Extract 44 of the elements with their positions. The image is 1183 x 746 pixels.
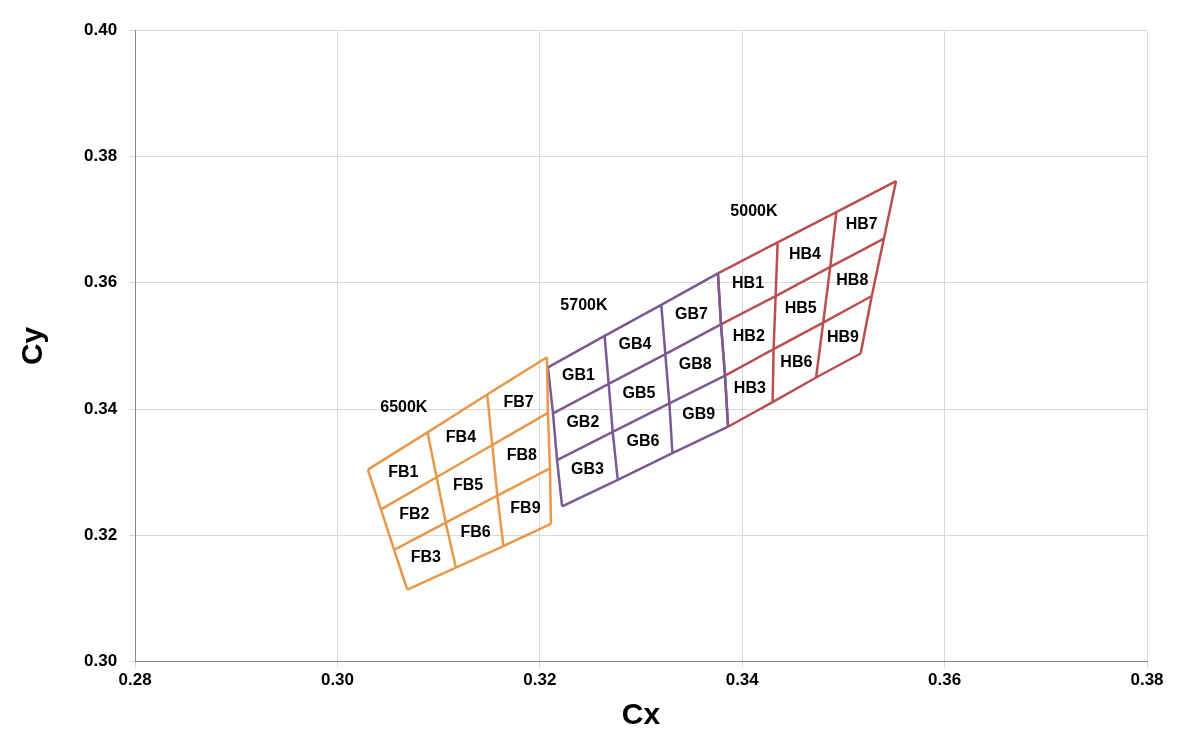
annotation: FB3 xyxy=(410,547,441,565)
annotation: GB7 xyxy=(674,304,708,322)
x-tick-label: 0.38 xyxy=(1130,670,1164,690)
annotation: GB9 xyxy=(682,405,716,423)
annotation: HB4 xyxy=(788,244,822,262)
y-tick-label: 0.36 xyxy=(83,272,118,292)
annotation: HB9 xyxy=(826,327,860,345)
annotation: FB5 xyxy=(452,475,484,493)
annotation: HB2 xyxy=(732,326,765,344)
y-tick-label: 0.40 xyxy=(83,19,118,39)
annotation: HB6 xyxy=(780,353,813,371)
x-tick-label: 0.32 xyxy=(523,670,557,690)
y-tick-label: 0.30 xyxy=(83,651,118,671)
annotation: GB2 xyxy=(566,412,600,430)
x-axis-title: Cx xyxy=(621,697,661,731)
x-tick-label: 0.30 xyxy=(320,670,355,690)
annotation: FB4 xyxy=(445,427,477,445)
annotation: HB5 xyxy=(784,299,817,317)
annotation: HB8 xyxy=(836,271,869,289)
annotation: HB7 xyxy=(845,215,878,233)
y-axis-title: Cy xyxy=(15,326,49,366)
annotation: FB7 xyxy=(503,392,534,410)
annotation: GB3 xyxy=(570,459,604,477)
y-tick-label: 0.32 xyxy=(83,525,118,545)
annotation: FB2 xyxy=(399,505,430,523)
x-tick-label: 0.36 xyxy=(928,670,962,690)
annotation: FB8 xyxy=(506,445,538,463)
y-tick-label: 0.38 xyxy=(83,146,118,166)
x-tick-label: 0.34 xyxy=(725,670,760,690)
annotation: GB5 xyxy=(622,383,656,401)
annotation: HB1 xyxy=(732,274,765,292)
annotation: GB1 xyxy=(562,365,596,383)
annotation: GB6 xyxy=(626,432,660,450)
annotation: 5700K xyxy=(560,295,608,313)
x-tick-label: 0.28 xyxy=(118,670,152,690)
annotation: HB3 xyxy=(733,378,766,396)
annotation: FB9 xyxy=(510,498,541,516)
y-tick-label: 0.34 xyxy=(83,398,118,418)
annotation: FB1 xyxy=(388,462,419,480)
annotation: GB8 xyxy=(678,354,712,372)
annotation: 5000K xyxy=(730,201,778,219)
annotation: GB4 xyxy=(618,335,652,353)
annotation: 6500K xyxy=(380,398,428,416)
annotation: FB6 xyxy=(460,523,491,541)
